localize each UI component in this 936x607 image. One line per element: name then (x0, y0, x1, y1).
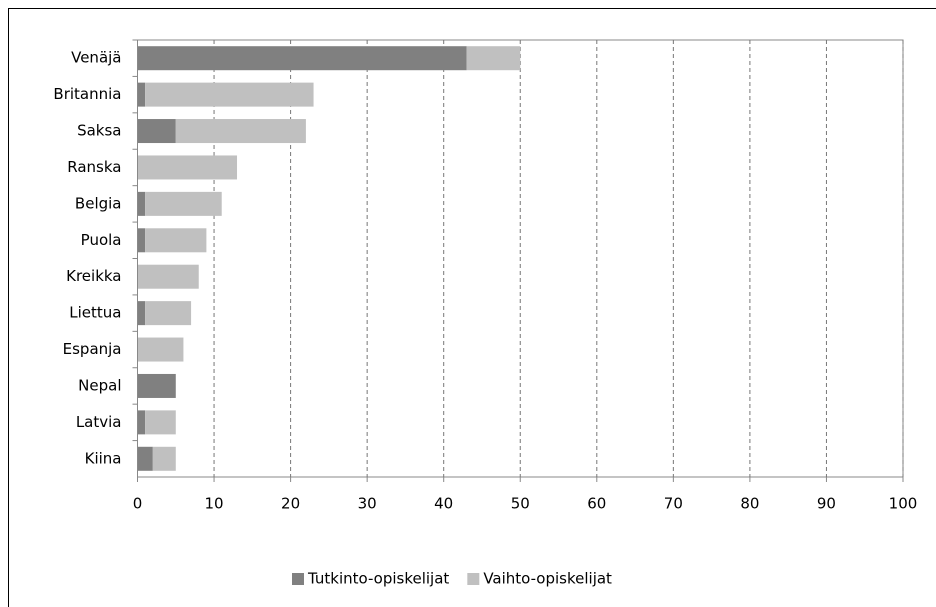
x-tick-label: 80 (740, 495, 759, 513)
x-tick-label: 100 (889, 495, 918, 513)
y-tick-label: Britannia (53, 85, 121, 103)
legend-swatch (292, 573, 304, 585)
bar (175, 119, 306, 144)
bar (137, 373, 176, 398)
y-tick-label: Kiina (85, 449, 122, 467)
bar (145, 82, 314, 107)
legend-label: Tutkinto-opiskelijat (307, 570, 449, 588)
bar (145, 191, 222, 216)
x-tick-label: 70 (664, 495, 683, 513)
x-tick-label: 90 (817, 495, 836, 513)
x-tick-label: 50 (511, 495, 530, 513)
y-tick-label: Espanja (63, 340, 122, 358)
bar (137, 337, 184, 362)
bar (137, 46, 467, 71)
x-tick-label: 10 (205, 495, 224, 513)
bar (137, 228, 146, 253)
bar (145, 301, 192, 326)
bar (152, 446, 176, 471)
y-tick-label: Nepal (78, 376, 121, 394)
legend-swatch (467, 573, 480, 585)
y-tick-label: Puola (81, 231, 122, 249)
x-tick-label: 20 (281, 495, 300, 513)
y-tick-label: Belgia (75, 194, 122, 212)
bar (137, 155, 238, 180)
x-tick-label: 60 (587, 495, 606, 513)
bar (145, 228, 207, 253)
y-tick-label: Saksa (77, 122, 121, 140)
y-tick-label: Kreikka (66, 267, 121, 285)
bar (137, 191, 146, 216)
bar (145, 410, 176, 435)
y-tick-label: Liettua (69, 304, 121, 322)
x-tick-label: 0 (133, 495, 143, 513)
y-tick-label: Latvia (76, 413, 122, 431)
legend-label: Vaihto-opiskelijat (483, 570, 612, 588)
bar (466, 46, 521, 71)
bar (137, 264, 199, 289)
bar (137, 410, 146, 435)
bar (137, 301, 146, 326)
bar (137, 119, 176, 144)
bar (137, 82, 146, 107)
y-tick-label: Venäjä (71, 49, 121, 67)
y-tick-label: Ranska (67, 158, 121, 176)
x-tick-label: 30 (358, 495, 377, 513)
x-tick-label: 40 (434, 495, 453, 513)
bar (137, 446, 153, 471)
